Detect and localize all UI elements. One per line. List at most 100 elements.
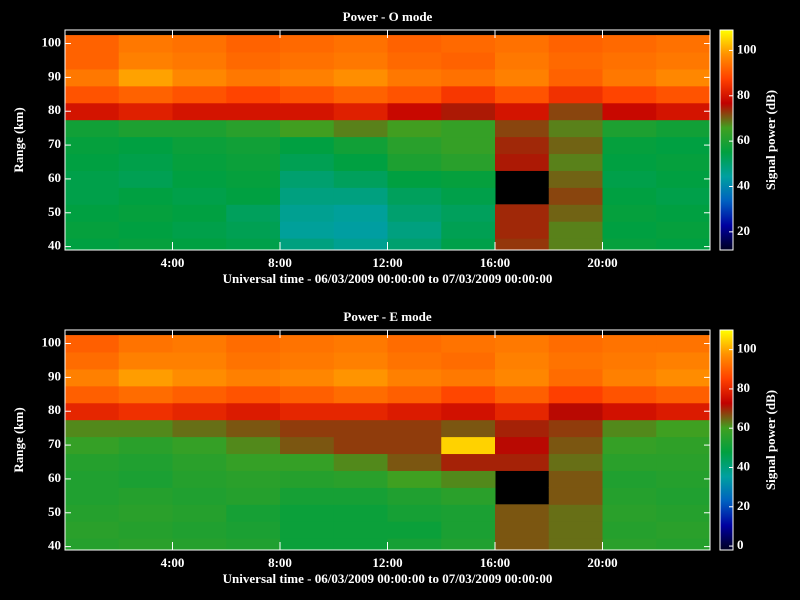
heatmap-cell [65,136,120,155]
x-tick-label: 12:00 [372,555,402,570]
heatmap-cell [280,470,335,488]
heatmap-cell [280,204,335,222]
heatmap-cell [387,85,442,104]
heatmap-cell [548,204,603,222]
heatmap-cell [333,187,388,205]
heatmap-cell [172,204,227,222]
heatmap-cell [495,238,550,250]
heatmap-cell [602,221,657,239]
heatmap-cell [280,52,335,70]
heatmap-cell [387,385,442,404]
heatmap-cell [495,385,550,404]
y-tick-label: 50 [48,204,61,219]
heatmap-cell [656,187,710,205]
heatmap-cell [226,102,281,121]
heatmap-cell [387,470,442,488]
heatmap-cell [118,204,173,222]
heatmap-cell [656,470,710,488]
heatmap-cell [172,453,227,471]
heatmap-cell [65,35,120,53]
heatmap-cell [65,238,120,250]
heatmap-cell [118,238,173,250]
heatmap-cell [226,538,281,550]
heatmap-cell [118,170,173,188]
heatmap-cell [280,487,335,505]
heatmap-cell [333,402,388,421]
heatmap-cell [172,119,227,138]
heatmap-cell [118,153,173,171]
heatmap-cell [441,119,496,138]
y-tick-label: 60 [48,170,61,185]
heatmap-cell [118,119,173,138]
heatmap-cell [387,487,442,505]
y-tick-label: 70 [48,136,61,151]
heatmap-cell [387,153,442,171]
heatmap-cell [441,453,496,471]
heatmap-cell [65,385,120,404]
heatmap-cell [387,35,442,53]
x-tick-label: 16:00 [480,255,510,270]
heatmap-cell [495,85,550,104]
x-tick-label: 20:00 [587,555,617,570]
heatmap-cell [172,52,227,70]
heatmap-cell [226,52,281,70]
heatmap-cell [333,68,388,87]
heatmap-cell [333,52,388,70]
heatmap-cell [333,487,388,505]
heatmap-cell [333,170,388,188]
heatmap-cell [387,335,442,353]
heatmap-cell [656,85,710,104]
heatmap-cell [172,352,227,370]
heatmap-cell [387,368,442,387]
heatmap-cell [280,453,335,471]
heatmap-cell [602,204,657,222]
heatmap-cell [172,521,227,539]
heatmap-cell [602,368,657,387]
heatmap-cell [280,419,335,438]
heatmap [65,35,710,250]
heatmap-cell [387,221,442,239]
heatmap-cell [548,102,603,121]
heatmap-cell [656,221,710,239]
heatmap-cell [656,368,710,387]
x-tick-label: 16:00 [480,555,510,570]
heatmap-cell [226,187,281,205]
heatmap-cell [656,119,710,138]
heatmap-cell [656,238,710,250]
heatmap-cell [495,453,550,471]
heatmap-cell [118,504,173,522]
heatmap-cell [118,538,173,550]
heatmap-cell [226,419,281,438]
heatmap-cell [441,521,496,539]
heatmap-cell [387,238,442,250]
heatmap-cell [602,153,657,171]
heatmap-cell [280,35,335,53]
heatmap-cell [118,453,173,471]
heatmap-cell [495,521,550,539]
heatmap-cell [387,187,442,205]
heatmap-cell [118,385,173,404]
heatmap-cell [656,521,710,539]
heatmap-cell [172,436,227,455]
heatmap-cell [441,470,496,488]
heatmap-cell [602,402,657,421]
heatmap-cell [172,68,227,87]
heatmap-cell [280,521,335,539]
heatmap-cell [118,102,173,121]
y-tick-label: 100 [42,335,62,350]
heatmap-cell [441,385,496,404]
heatmap-cell [495,402,550,421]
heatmap-cell [333,119,388,138]
heatmap-cell [65,521,120,539]
heatmap-cell [548,68,603,87]
heatmap-cell [226,153,281,171]
heatmap-cell [280,187,335,205]
heatmap-cell [118,419,173,438]
heatmap-cell [118,402,173,421]
heatmap-cell [333,352,388,370]
heatmap-cell [441,52,496,70]
heatmap-cell [172,170,227,188]
heatmap-cell [602,487,657,505]
heatmap-cell [172,470,227,488]
